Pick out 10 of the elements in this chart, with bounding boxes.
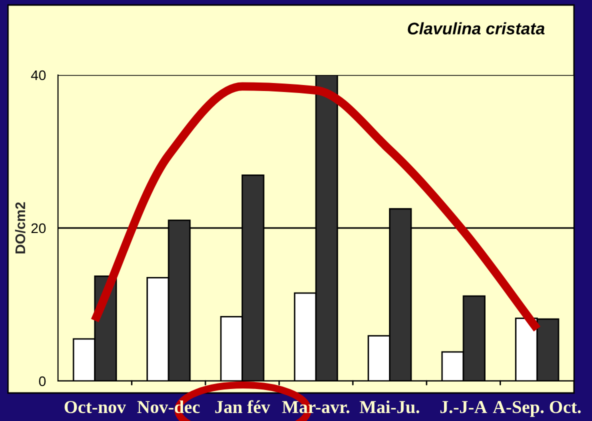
y-tick-label: 40 [31, 70, 46, 80]
x-tick-label: J.-J-A [440, 401, 488, 414]
x-tick-label: A-Sep. Oct. [492, 401, 581, 417]
y-axis-title: DO/cm2 [15, 202, 26, 254]
y-tick-label: 0 [39, 376, 46, 386]
x-tick-label: Mai-Ju. [360, 400, 420, 414]
y-tick-label: 20 [31, 223, 46, 234]
chart-title: Clavulina cristata [408, 22, 545, 34]
x-tick-label: Jan fév [215, 400, 270, 414]
x-tick-label: Oct-nov [64, 401, 126, 414]
